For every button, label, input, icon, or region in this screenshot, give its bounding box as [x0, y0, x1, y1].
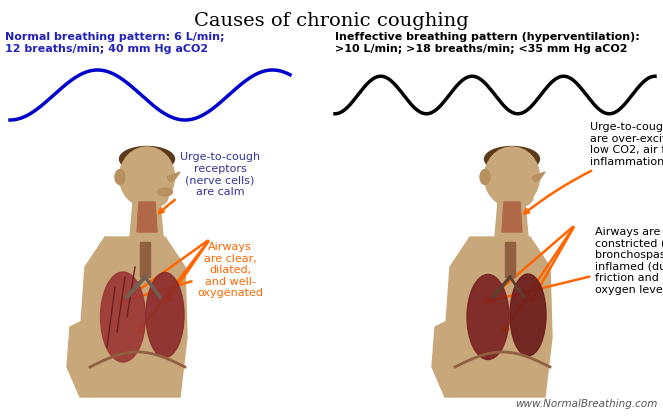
- Text: www.NormalBreathing.com: www.NormalBreathing.com: [516, 399, 658, 409]
- Ellipse shape: [138, 187, 168, 207]
- Polygon shape: [502, 202, 522, 232]
- Ellipse shape: [485, 146, 540, 171]
- Text: Airways are
constricted (due to
bronchospasm) and
inflamed (due to
friction and : Airways are constricted (due to bronchos…: [491, 227, 663, 302]
- Polygon shape: [432, 317, 455, 397]
- Text: Airways
are clear,
dilated,
and well-
oxygenated: Airways are clear, dilated, and well- ox…: [125, 242, 263, 301]
- Polygon shape: [532, 172, 545, 182]
- Polygon shape: [140, 242, 150, 277]
- Polygon shape: [137, 202, 157, 232]
- Ellipse shape: [138, 204, 156, 229]
- Text: Urge-to-cough receptors
are over-excited due to
low CO2, air friction and
inflam: Urge-to-cough receptors are over-excited…: [524, 122, 663, 214]
- Polygon shape: [130, 202, 163, 237]
- Text: Ineffective breathing pattern (hyperventilation):: Ineffective breathing pattern (hypervent…: [335, 32, 640, 42]
- Ellipse shape: [115, 169, 125, 184]
- Ellipse shape: [503, 187, 533, 207]
- Ellipse shape: [485, 147, 540, 207]
- Text: Causes of chronic coughing: Causes of chronic coughing: [194, 12, 469, 30]
- Polygon shape: [495, 202, 528, 237]
- Polygon shape: [80, 237, 187, 397]
- Ellipse shape: [119, 146, 174, 171]
- Text: >10 L/min; >18 breaths/min; <35 mm Hg aCO2: >10 L/min; >18 breaths/min; <35 mm Hg aC…: [335, 44, 627, 54]
- Polygon shape: [445, 237, 552, 397]
- Text: Urge-to-cough
receptors
(nerve cells)
are calm: Urge-to-cough receptors (nerve cells) ar…: [159, 152, 260, 213]
- Text: Normal breathing pattern: 6 L/min;: Normal breathing pattern: 6 L/min;: [5, 32, 225, 42]
- Polygon shape: [505, 242, 515, 277]
- Ellipse shape: [119, 147, 174, 207]
- Ellipse shape: [158, 188, 172, 196]
- Ellipse shape: [503, 204, 521, 229]
- Ellipse shape: [510, 274, 546, 356]
- Text: 12 breaths/min; 40 mm Hg aCO2: 12 breaths/min; 40 mm Hg aCO2: [5, 44, 208, 54]
- Ellipse shape: [101, 272, 145, 362]
- Ellipse shape: [467, 274, 509, 359]
- Ellipse shape: [480, 169, 490, 184]
- Polygon shape: [167, 172, 180, 182]
- Ellipse shape: [146, 272, 184, 357]
- Polygon shape: [67, 317, 90, 397]
